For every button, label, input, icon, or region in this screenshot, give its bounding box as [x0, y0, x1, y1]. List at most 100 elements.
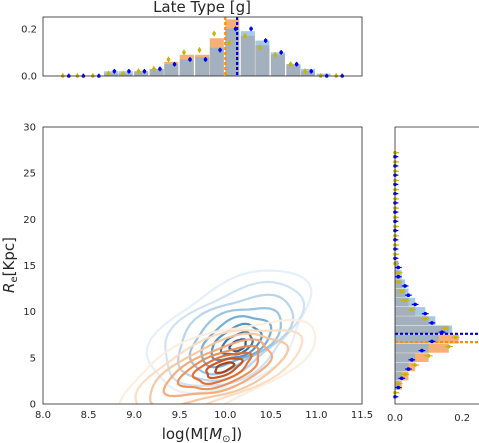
x-tick-label: 8.5 [81, 410, 97, 421]
blues-contour [176, 293, 295, 382]
main-x-ticks: 8.0 8.5 9.0 9.5 10.0 10.5 11.0 11.5 [35, 410, 373, 421]
y-tick-label: 20 [23, 215, 36, 226]
y-tick-label: 25 [23, 169, 36, 180]
top-bar [316, 73, 331, 76]
right-point-blue [403, 284, 407, 288]
top-bars [104, 19, 331, 76]
right-point-gold [410, 307, 414, 312]
main-panel: 8.0 8.5 9.0 9.5 10.0 10.5 11.0 11.5 0 5 10 15 20 25 3… [0, 123, 373, 443]
right-point-blue [396, 274, 401, 279]
y-tick-label: 0 [30, 400, 36, 411]
top-point-blue [158, 67, 162, 71]
right-bar [395, 353, 416, 362]
top-bar [286, 64, 301, 76]
top-bar [209, 47, 224, 76]
top-point-blue [249, 27, 253, 31]
oranges-contour [134, 329, 304, 404]
right-bar [395, 325, 453, 335]
top-bar [255, 40, 270, 76]
oranges-contour [118, 318, 317, 404]
top-point-gold [121, 71, 125, 76]
y-tick-label: 15 [23, 261, 36, 272]
right-point-blue [396, 385, 401, 390]
top-point-blue [112, 69, 117, 74]
oranges-contour [162, 338, 274, 398]
right-bar [395, 316, 436, 326]
right-bar [395, 260, 399, 270]
top-bar [179, 59, 194, 76]
right-point-gold [396, 381, 401, 386]
right-bar [395, 343, 429, 353]
top-bar [164, 64, 179, 76]
top-point-blue [294, 62, 299, 66]
right-bar [395, 307, 426, 316]
right-point-blue [396, 265, 401, 270]
right-point-gold [396, 280, 401, 284]
top-y-ticks: 0.0 0.2 [21, 24, 37, 82]
right-points [393, 150, 460, 399]
right-bar [395, 334, 439, 344]
right-point-blue [440, 330, 444, 334]
density-contours [118, 269, 317, 404]
right-bar [395, 371, 402, 381]
right-point-blue [406, 293, 411, 298]
top-bar [225, 28, 240, 76]
top-point-gold [227, 41, 232, 45]
x-axis-label: log(M[M⊙]) [162, 425, 243, 443]
x-tick-label: 10.0 [214, 410, 236, 421]
right-point-gold [396, 270, 401, 275]
top-point-gold [182, 50, 186, 55]
x-tick-label: 10.5 [260, 410, 282, 421]
right-x-tick-label: 0.0 [387, 413, 403, 424]
top-bar [134, 71, 149, 76]
right-point-blue [410, 358, 414, 362]
top-point-gold [212, 31, 216, 36]
y-tick-label: 5 [30, 353, 36, 364]
main-panel-frame [42, 126, 363, 405]
right-point-blue [430, 321, 434, 325]
top-point-gold [273, 52, 277, 57]
right-point-gold [446, 344, 451, 349]
top-point-gold [152, 67, 156, 71]
top-point-blue [218, 48, 222, 52]
right-point-gold [423, 317, 428, 321]
right-panel-frame [394, 126, 479, 405]
top-bar [240, 31, 255, 76]
right-point-gold [399, 289, 404, 294]
oranges-contour [176, 344, 260, 391]
right-x-tick-label: 0.2 [454, 413, 470, 424]
right-point-gold [426, 354, 431, 358]
oranges-contour [205, 357, 244, 380]
top-point-gold [166, 57, 171, 62]
top-y-tick-label: 0.2 [21, 24, 37, 35]
top-bar [270, 52, 285, 76]
top-bar [104, 71, 119, 76]
right-point-blue [413, 302, 417, 307]
top-y-tick-label: 0.0 [21, 72, 37, 83]
chart-title: Late Type [g] [153, 0, 251, 16]
oranges-contour [191, 351, 253, 386]
top-point-gold [106, 71, 111, 76]
top-marginal-panel: Late Type [g] 0.0 0.2 [21, 0, 363, 83]
top-point-gold [288, 62, 293, 66]
top-bar [149, 68, 164, 76]
right-point-gold [413, 363, 417, 367]
y-tick-label: 10 [23, 307, 36, 318]
x-tick-label: 9.5 [172, 410, 188, 421]
y-axis-label: Re[Kpc] [0, 237, 20, 293]
right-bar [395, 362, 409, 372]
right-point-blue [423, 311, 428, 316]
x-tick-label: 8.0 [35, 410, 51, 421]
x-tick-label: 11.0 [305, 410, 327, 421]
top-point-gold [257, 45, 262, 50]
top-point-blue [233, 27, 238, 31]
right-point-blue [399, 376, 404, 381]
right-x-ticks: 0.0 0.2 [387, 413, 470, 424]
right-bar [395, 279, 406, 289]
x-tick-label: 11.5 [351, 410, 373, 421]
top-point-blue [188, 57, 192, 62]
right-point-blue [420, 348, 424, 353]
right-point-gold [443, 326, 448, 330]
right-point-blue [430, 339, 434, 344]
top-point-blue [127, 69, 131, 74]
